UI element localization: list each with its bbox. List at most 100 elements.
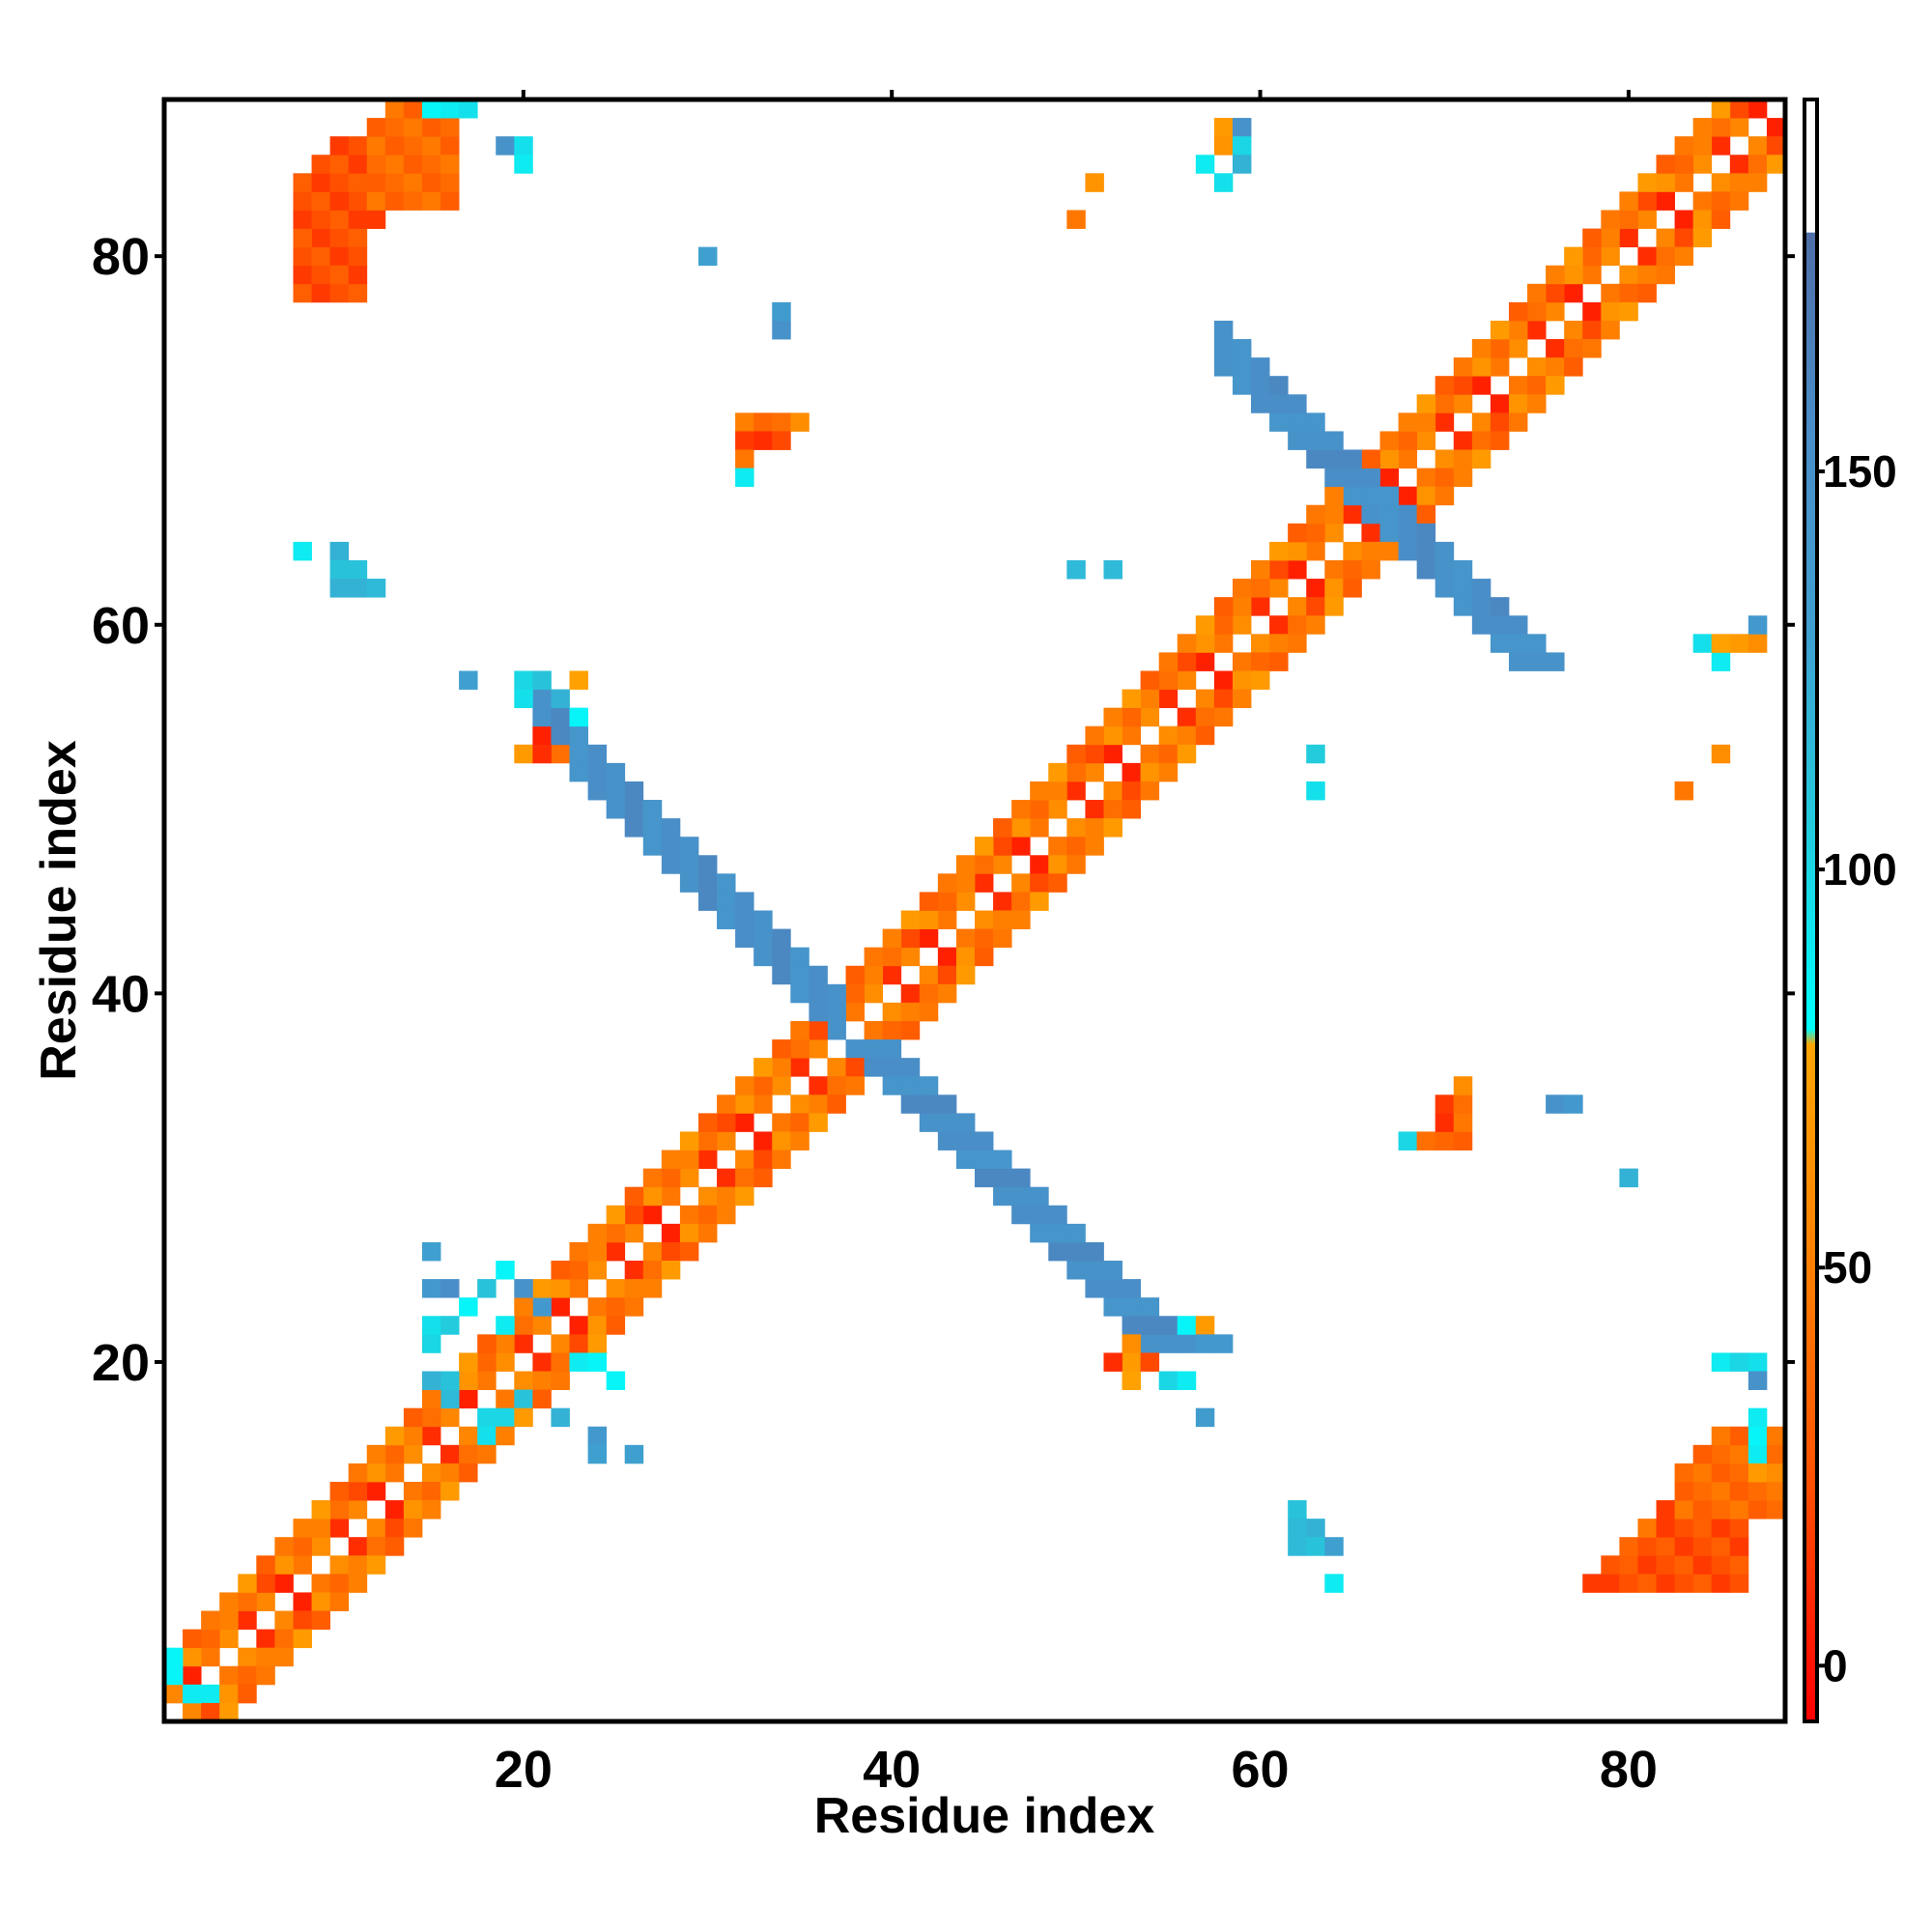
heatmap-cell [1306,744,1325,764]
heatmap-cell [1453,1076,1473,1095]
heatmap-cell [1692,155,1713,174]
heatmap-cell [1711,1463,1731,1483]
heatmap-cell [164,1647,184,1667]
heatmap-cell [1361,468,1380,488]
heatmap-cell [753,947,773,967]
heatmap-cell [1324,504,1344,525]
x-tick-label: 40 [863,1741,921,1799]
heatmap-cell [753,1150,773,1170]
heatmap-cell [679,1241,699,1262]
heatmap-cell [735,431,754,450]
heatmap-cell [1085,762,1104,782]
heatmap-cell [864,1058,884,1077]
heatmap-cell [514,1371,533,1390]
heatmap-cell [790,965,810,985]
heatmap-cell [421,1481,441,1501]
heatmap-cell [1766,1426,1786,1446]
heatmap-cell [256,1592,275,1611]
heatmap-cell [1674,228,1694,248]
heatmap-cell [1288,615,1307,635]
heatmap-cell [1066,781,1086,801]
heatmap-cell [1213,615,1234,635]
heatmap-cell [1711,1519,1731,1538]
heatmap-cell [1747,1426,1768,1446]
heatmap-cell [440,99,460,119]
heatmap-cell [735,910,754,929]
heatmap-cell [1564,246,1583,267]
heatmap-cell [882,928,902,949]
heatmap-cell [1729,155,1749,174]
heatmap-cell [697,246,718,267]
heatmap-cell [1711,1537,1731,1556]
heatmap-cell [1619,228,1638,248]
heatmap-cell [1527,301,1547,322]
heatmap-cell [937,1094,957,1114]
heatmap-cell [1030,818,1049,838]
heatmap-cell [551,1352,570,1372]
heatmap-cell [311,1610,331,1630]
heatmap-cell [827,1002,846,1022]
heatmap-cell [1656,1574,1675,1593]
heatmap-cell [532,1279,552,1298]
heatmap-cell [1213,634,1234,653]
heatmap-cell [642,1261,663,1280]
heatmap-cell [421,1241,441,1262]
heatmap-cell [1729,1481,1749,1501]
heatmap-cell [1158,689,1179,709]
heatmap-cell [311,191,331,211]
heatmap-cell [1582,320,1602,340]
heatmap-cell [955,1113,976,1132]
heatmap-cell [421,191,441,211]
heatmap-cell [366,1444,386,1464]
heatmap-cell [1085,800,1104,819]
heatmap-cell [1379,541,1399,561]
heatmap-cell [1692,1519,1713,1538]
heatmap-cell [1527,320,1547,340]
heatmap-cell [1692,1444,1713,1464]
heatmap-cell [1435,449,1455,469]
heatmap-cell [809,1113,828,1132]
heatmap-cell [642,818,663,838]
heatmap-cell [403,1407,423,1428]
heatmap-cell [1471,615,1492,635]
heatmap-cell [1048,762,1067,782]
heatmap-cell [900,1094,921,1114]
heatmap-cell [1122,1316,1142,1335]
heatmap-cell [679,1223,699,1243]
heatmap-cell [1361,449,1380,469]
heatmap-cell [311,1574,331,1593]
heatmap-cell [606,1316,626,1335]
heatmap-cell [1601,1555,1620,1575]
heatmap-cell [1011,837,1031,856]
heatmap-cell [569,1241,588,1262]
heatmap-cell [1398,541,1418,561]
heatmap-cell [421,1463,441,1483]
heatmap-cell [1747,173,1768,192]
heatmap-cell [1306,597,1325,616]
heatmap-cell [1729,1519,1749,1538]
heatmap-cell [421,118,441,137]
heatmap-cell [384,173,405,192]
heatmap-cell [1103,725,1122,746]
heatmap-cell [1546,652,1565,671]
heatmap-cell [1306,504,1325,525]
heatmap-cell [459,1444,478,1464]
heatmap-cell [1103,707,1122,727]
heatmap-cell [1601,283,1620,303]
heatmap-cell [238,1574,257,1593]
heatmap-cell [1582,228,1602,248]
heatmap-cell [1269,412,1289,432]
heatmap-cell [1085,1261,1104,1280]
heatmap-cell [1747,1481,1768,1501]
heatmap-cell [919,892,939,911]
heatmap-cell [366,579,386,598]
heatmap-cell [348,1574,368,1593]
heatmap-cell [1324,597,1344,616]
heatmap-cell [937,947,957,967]
heatmap-cell [1674,1500,1694,1520]
heatmap-cell [1140,1297,1160,1317]
heatmap-cell [1361,486,1380,506]
heatmap-cell [1140,1334,1160,1353]
heatmap-cell [1324,449,1344,469]
heatmap-cell [1564,283,1583,303]
